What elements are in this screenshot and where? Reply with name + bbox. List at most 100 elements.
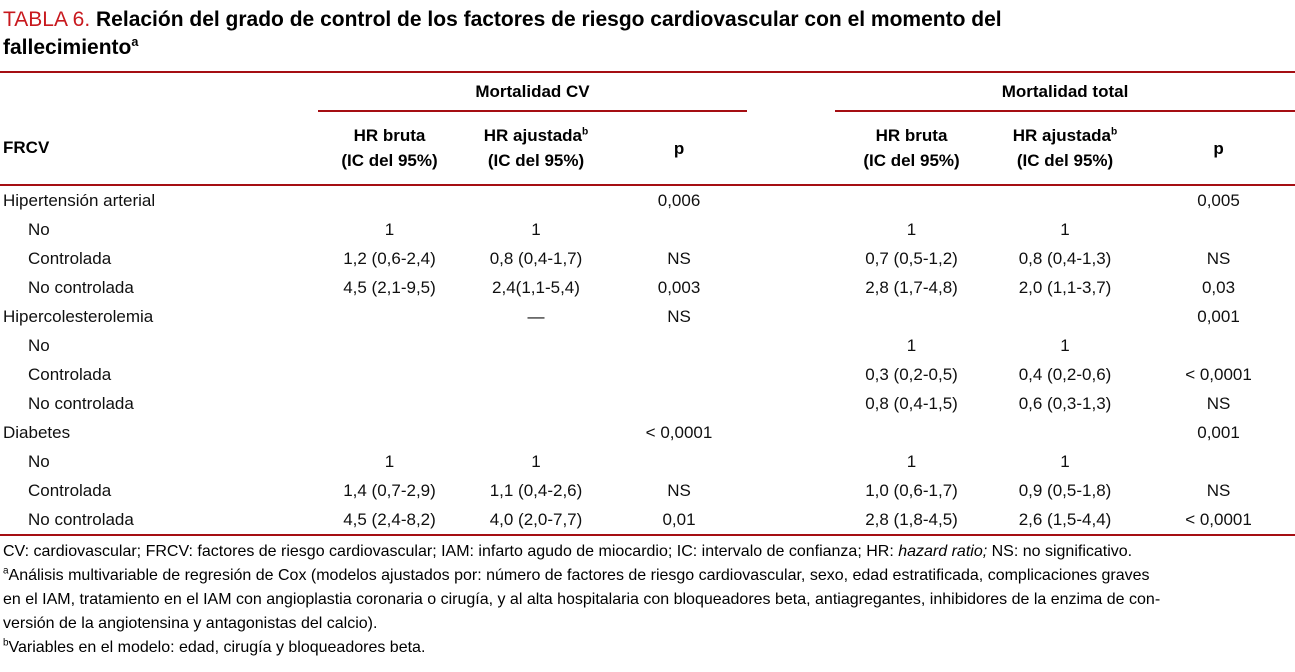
value-cell [835,185,988,215]
row-label: Controlada [28,248,112,268]
value-cell: 1 [531,219,541,239]
value-cell [835,302,988,331]
value-cell: 1 [1060,451,1070,471]
table-number: TABLA 6. [3,8,91,31]
column-spacer [747,185,835,215]
value-cell: 2,4(1,1-5,4) [492,277,580,297]
value-cell: 1,2 (0,6-2,4) [343,248,436,268]
table-row: Controlada 1,2 (0,6-2,4) 0,8 (0,4-1,7) NS 0,… [0,244,1295,273]
table-row: No controlada 0,8 (0,4-1,5) 0,6 (0,3-1,3) N… [0,389,1295,418]
footnote-b-text: Variables en el modelo: edad, cirugía y … [8,639,426,656]
table-body: Hipertensión arterial 0,006 0,005 No 1 1 1 1 Con… [0,185,1295,534]
value-cell: < 0,0001 [1185,509,1252,529]
value-cell [318,185,461,215]
value-cell: 0,03 [1201,277,1236,297]
value-cell [318,389,461,418]
value-cell: NS [1206,248,1231,268]
column-header-spacer [747,111,836,186]
value-cell [318,418,461,447]
row-label: No [28,335,50,355]
column-spacer [747,447,835,476]
value-cell: 0,01 [662,509,696,529]
value-cell: NS [667,306,691,326]
value-cell: 4,0 (2,0-7,7) [489,509,583,529]
value-cell [1142,331,1295,360]
column-spacer [747,244,835,273]
value-cell: 0,3 (0,2-0,5) [865,364,958,384]
group-header-mortalidad-total: Mortalidad total [835,73,1295,112]
value-cell: 0,4 (0,2-0,6) [1018,364,1112,384]
value-cell: 2,6 (1,5-4,4) [1018,509,1112,529]
row-label: No controlada [28,509,134,529]
value-cell [461,360,611,389]
value-cell [461,418,611,447]
table-title-line1: Relación del grado de control de los fac… [96,8,1002,31]
abbreviations-italic: hazard ratio; [898,543,988,560]
value-cell: 1 [906,219,917,239]
footnote-a: aAnálisis multivariable de regresión de … [3,564,1292,636]
table-row: Hipertensión arterial 0,006 0,005 [0,185,1295,215]
value-cell [835,418,988,447]
value-cell: 1 [906,335,917,355]
row-label: No controlada [28,393,134,413]
value-cell: 1,1 (0,4-2,6) [489,480,583,500]
value-cell: 2,8 (1,8-4,5) [865,509,958,529]
value-cell [461,389,611,418]
ic-label: (IC del 95%) [341,151,438,170]
column-spacer [747,331,835,360]
table-row: Hipercolesterolemia — NS 0,001 [0,302,1295,331]
column-header-hr-bruta-cv: HR bruta (IC del 95%) [318,111,461,186]
column-header-p-cv: p [611,111,748,186]
value-cell [318,331,461,360]
value-cell: NS [667,248,691,268]
value-cell [1142,215,1295,244]
footnote-a-line: aAnálisis multivariable de regresión de … [3,565,1150,584]
abbreviations-text: CV: cardiovascular; FRCV: factores de ri… [3,543,899,560]
value-cell: 1 [384,219,395,239]
value-cell [611,447,747,476]
value-cell [1142,447,1295,476]
value-cell [611,331,747,360]
value-cell: 1 [906,451,917,471]
group-header-spacer [747,73,835,111]
value-cell: 2,0 (1,1-3,7) [1018,277,1112,297]
value-cell: 2,8 (1,7-4,8) [865,277,958,297]
table-row: No controlada 4,5 (2,1-9,5) 2,4(1,1-5,4) 0,… [0,273,1295,302]
abbreviations-text-end: NS: no significativo. [987,543,1133,560]
ic-label: (IC del 95%) [1016,151,1114,170]
value-cell: 0,003 [657,277,701,297]
hr-bruta-label: HR bruta [875,126,948,145]
value-cell: 1 [1060,335,1070,355]
value-cell: 0,8 (0,4-1,3) [1018,248,1112,268]
table-title-line2: fallecimiento [3,36,132,59]
value-cell [988,418,1142,447]
value-cell: 0,8 (0,4-1,5) [865,393,958,413]
column-header-frcv: FRCV [0,111,318,186]
value-cell: 0,001 [1197,306,1240,326]
value-cell: < 0,0001 [645,422,713,442]
value-cell: 0,006 [657,190,701,210]
column-spacer [747,418,835,447]
column-header-hr-ajustada-cv: HR ajustadab (IC del 95%) [461,111,611,186]
footnote-b: bVariables en el modelo: edad, cirugía y… [3,636,1292,660]
row-label: No [28,451,50,471]
column-spacer [747,476,835,505]
column-spacer [747,273,835,302]
value-cell: 0,6 (0,3-1,3) [1018,393,1112,413]
value-cell [318,360,461,389]
column-header-hr-bruta-total: HR bruta (IC del 95%) [835,111,989,186]
column-spacer [747,389,835,418]
ic-label: (IC del 95%) [863,151,960,170]
value-cell: 0,8 (0,4-1,7) [489,248,583,268]
bottom-rule [0,534,1295,536]
group-header-row: Mortalidad CV Mortalidad total [0,73,1295,112]
value-cell: 0,005 [1197,190,1240,210]
value-cell [988,302,1142,331]
value-cell: 4,5 (2,4-8,2) [343,509,436,529]
column-spacer [747,360,835,389]
row-label: No [28,219,50,239]
value-cell: 0,7 (0,5-1,2) [865,248,958,268]
group-header-mortalidad-cv: Mortalidad CV [318,73,748,112]
value-cell [611,360,747,389]
column-header-row: FRCV HR bruta (IC del 95%) HR ajustadab … [0,111,1295,186]
